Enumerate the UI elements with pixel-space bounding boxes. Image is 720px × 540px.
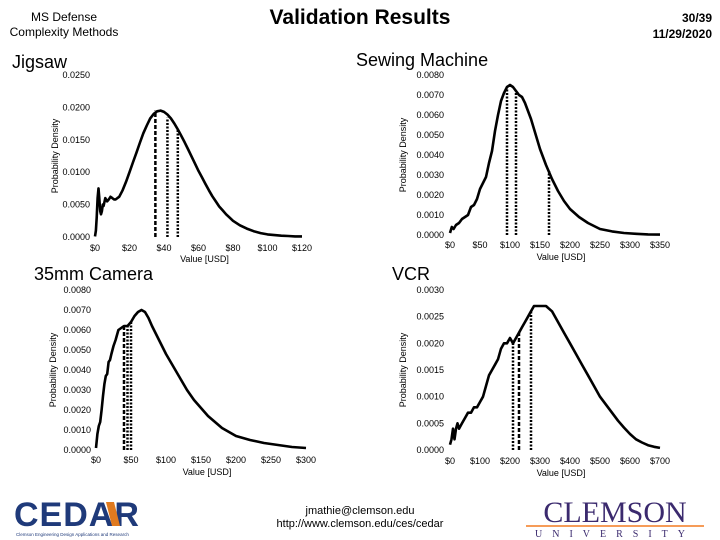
cedar-logo-accent [106, 502, 120, 526]
35mm-camera-ytick-label: 0.0080 [63, 285, 91, 295]
35mm-camera-density-curve [94, 308, 307, 450]
clemson-logo-subtext: UNIVERSITY [535, 529, 695, 538]
jigsaw-xtick-label: $60 [191, 243, 206, 253]
chart-title-sewing-machine: Sewing Machine [356, 50, 489, 70]
vcr-ytick-label: 0.0030 [416, 285, 444, 295]
sewing-machine-xtick-label: $200 [560, 240, 580, 250]
sewing-machine-xtick-label: $250 [590, 240, 610, 250]
jigsaw-xtick-label: $120 [292, 243, 312, 253]
jigsaw-xtick-label: $100 [257, 243, 277, 253]
jigsaw-y-axis-label: Probability Density [50, 118, 60, 193]
jigsaw-ytick-label: 0.0100 [62, 167, 90, 177]
jigsaw-ytick-label: 0.0000 [62, 232, 90, 242]
35mm-camera-ytick-label: 0.0020 [63, 405, 91, 415]
vcr-y-axis-label: Probability Density [398, 332, 408, 407]
vcr-xtick-label: $100 [470, 456, 490, 466]
sewing-machine-ytick-label: 0.0040 [416, 150, 444, 160]
jigsaw-x-axis-label: Value [USD] [180, 254, 229, 264]
header-line2: Complexity Methods [9, 25, 119, 39]
sewing-machine-xtick-label: $0 [445, 240, 455, 250]
jigsaw-xtick-label: $20 [122, 243, 137, 253]
sewing-machine-ytick-label: 0.0050 [416, 130, 444, 140]
sewing-machine-xtick-label: $50 [472, 240, 487, 250]
35mm-camera-ytick-label: 0.0040 [63, 365, 91, 375]
vcr-ytick-label: 0.0020 [416, 338, 444, 348]
35mm-camera-xtick-label: $250 [261, 455, 281, 465]
35mm-camera-xtick-label: $0 [91, 455, 101, 465]
vcr-xtick-label: $400 [560, 456, 580, 466]
sewing-machine-xtick-label: $150 [530, 240, 550, 250]
vcr-xtick-label: $0 [445, 456, 455, 466]
sewing-machine-ytick-label: 0.0020 [416, 190, 444, 200]
header-date: 11/29/2020 [652, 27, 712, 41]
sewing-machine-x-axis-label: Value [USD] [537, 252, 586, 262]
35mm-camera-xtick-label: $150 [191, 455, 211, 465]
header-subtitle: MS Defense Complexity Methods [4, 10, 124, 40]
jigsaw-xtick-label: $80 [225, 243, 240, 253]
jigsaw-density-curve [93, 109, 302, 238]
jigsaw-xtick-label: $40 [156, 243, 171, 253]
35mm-camera-ytick-label: 0.0050 [63, 345, 91, 355]
35mm-camera-ytick-label: 0.0070 [63, 305, 91, 315]
sewing-machine-density-curve [448, 83, 661, 236]
35mm-camera-xtick-label: $100 [156, 455, 176, 465]
cedar-logo: CEDAR Clemson Engineering Design Applica… [14, 496, 140, 537]
page-number: 30/39 [681, 11, 712, 25]
sewing-machine-y-axis-label: Probability Density [398, 117, 408, 192]
header-line1: MS Defense [30, 10, 98, 24]
sewing-machine-xtick-label: $300 [620, 240, 640, 250]
contact-url: http://www.clemson.edu/ces/cedar [276, 518, 444, 530]
35mm-camera-ytick-label: 0.0060 [63, 325, 91, 335]
35mm-camera-ytick-label: 0.0030 [63, 385, 91, 395]
sewing-machine-ytick-label: 0.0070 [416, 90, 444, 100]
sewing-machine-ytick-label: 0.0060 [416, 110, 444, 120]
35mm-camera-ytick-label: 0.0010 [63, 425, 91, 435]
vcr-xtick-label: $700 [650, 456, 670, 466]
vcr-xtick-label: $200 [500, 456, 520, 466]
sewing-machine-ytick-label: 0.0080 [416, 70, 444, 80]
chart-title-jigsaw: Jigsaw [12, 52, 68, 72]
header-meta: 30/39 11/29/2020 [653, 10, 712, 42]
vcr-ytick-label: 0.0025 [416, 312, 444, 322]
jigsaw-ytick-label: 0.0150 [62, 135, 90, 145]
clemson-logo: CLEMSON UNIVERSITY [526, 496, 704, 538]
35mm-camera-xtick-label: $200 [226, 455, 246, 465]
vcr-xtick-label: $500 [590, 456, 610, 466]
vcr-ytick-label: 0.0015 [416, 365, 444, 375]
vcr-ytick-label: 0.0010 [416, 392, 444, 402]
sewing-machine-ytick-label: 0.0010 [416, 210, 444, 220]
35mm-camera-ytick-label: 0.0000 [63, 445, 91, 455]
vcr-ytick-label: 0.0005 [416, 418, 444, 428]
35mm-camera-xtick-label: $300 [296, 455, 316, 465]
clemson-logo-text: CLEMSON [543, 496, 686, 529]
sewing-machine-xtick-label: $100 [500, 240, 520, 250]
chart-title-vcr: VCR [392, 264, 431, 284]
sewing-machine-ytick-label: 0.0030 [416, 170, 444, 180]
jigsaw-ytick-label: 0.0200 [62, 102, 90, 112]
jigsaw-ytick-label: 0.0250 [62, 70, 90, 80]
vcr-ytick-label: 0.0000 [416, 445, 444, 455]
vcr-xtick-label: $600 [620, 456, 640, 466]
vcr-density-curve [448, 304, 661, 450]
footer-contact: jmathie@clemson.edu http://www.clemson.e… [240, 505, 480, 531]
chart-title-35mm-camera: 35mm Camera [34, 264, 154, 284]
vcr-xtick-label: $300 [530, 456, 550, 466]
jigsaw-xtick-label: $0 [90, 243, 100, 253]
35mm-camera-x-axis-label: Value [USD] [183, 467, 232, 477]
sewing-machine-ytick-label: 0.0000 [416, 230, 444, 240]
jigsaw-ytick-label: 0.0050 [62, 200, 90, 210]
sewing-machine-xtick-label: $350 [650, 240, 670, 250]
cedar-logo-text: CEDAR [14, 496, 140, 534]
cedar-logo-subtext: Clemson Engineering Design Applications … [16, 532, 129, 537]
35mm-camera-y-axis-label: Probability Density [48, 332, 58, 407]
vcr-x-axis-label: Value [USD] [537, 468, 586, 478]
35mm-camera-xtick-label: $50 [123, 455, 138, 465]
contact-email: jmathie@clemson.edu [305, 505, 415, 517]
page-title: Validation Results [269, 6, 451, 29]
